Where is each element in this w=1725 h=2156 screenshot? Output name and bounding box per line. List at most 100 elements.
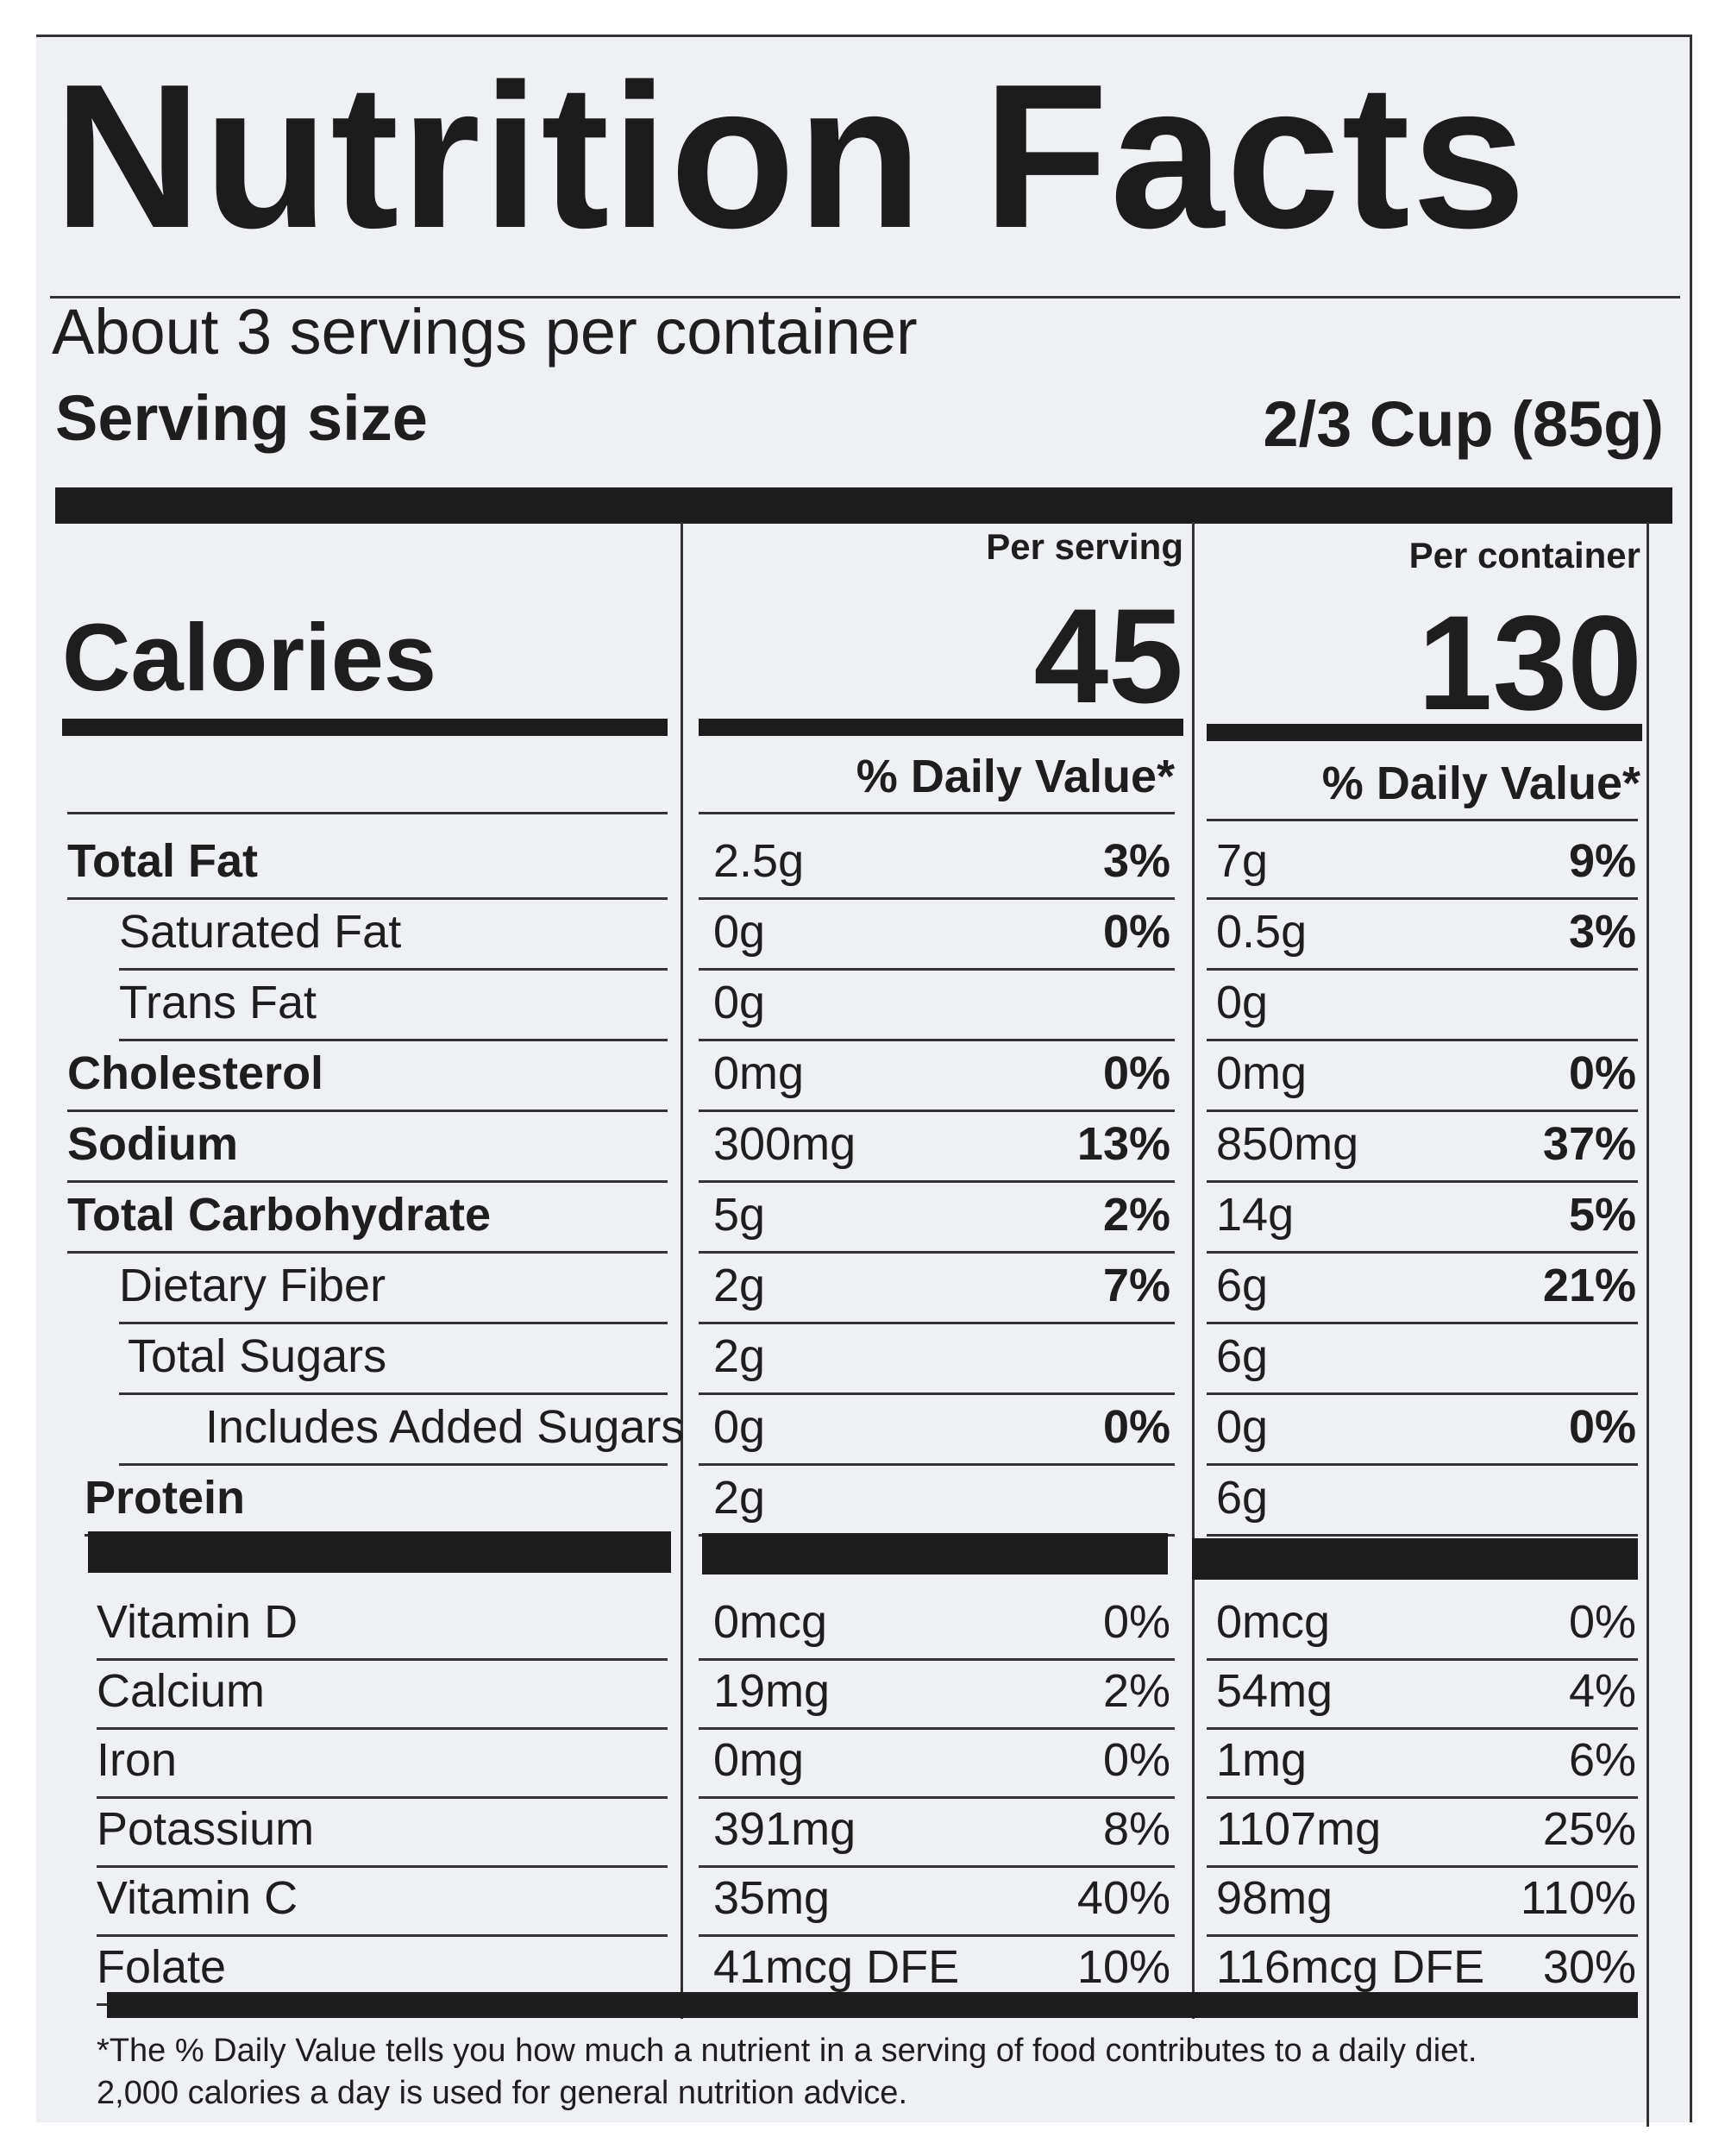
vitamin-row: Iron 0mg 0% 1mg 6% (36, 1726, 1658, 1799)
row-rule (1207, 968, 1638, 971)
nutrient-name: Cholesterol (67, 1047, 324, 1099)
nutrient-row: Total Fat 2.5g 3% 7g 9% (36, 827, 1658, 900)
container-daily-value: 0% (1568, 1401, 1636, 1453)
serving-daily-value: 0% (1102, 1047, 1170, 1099)
row-rule (1207, 1039, 1638, 1041)
row-rule (97, 1934, 668, 1937)
nutrient-row: Protein 2g 6g (36, 1464, 1658, 1537)
calories-bar-container (1207, 724, 1642, 741)
serving-amount: 19mg (713, 1665, 831, 1717)
container-amount: 0mg (1216, 1047, 1308, 1099)
serving-daily-value: 2% (1102, 1665, 1170, 1717)
nutrient-name: Dietary Fiber (119, 1260, 386, 1311)
nutrient-name: Total Carbohydrate (67, 1189, 492, 1241)
column-divider-serving (681, 522, 683, 2019)
nutrient-row: Cholesterol 0mg 0% 0mg 0% (36, 1040, 1658, 1112)
serving-amount: 0g (713, 1401, 766, 1453)
nutrient-name: Vitamin C (97, 1872, 298, 1924)
container-daily-value: 4% (1568, 1665, 1636, 1717)
serving-size-bar (55, 487, 1672, 524)
per-container-header: Per container (1408, 535, 1640, 575)
row-rule (699, 1796, 1175, 1799)
container-amount: 0mcg (1216, 1596, 1331, 1648)
row-rule (1207, 1934, 1638, 1937)
row-rule (97, 1658, 668, 1661)
row-rule (67, 1109, 668, 1112)
container-daily-value: 5% (1568, 1189, 1636, 1241)
row-rule (97, 1865, 668, 1868)
row-rule (1207, 1392, 1638, 1395)
row-rule (699, 1865, 1175, 1868)
serving-amount: 2.5g (713, 835, 805, 887)
container-daily-value: 21% (1542, 1260, 1636, 1311)
serving-amount: 0mcg (713, 1596, 828, 1648)
row-rule (1207, 897, 1638, 900)
vitamin-row: Calcium 19mg 2% 54mg 4% (36, 1657, 1658, 1730)
footnote: *The % Daily Value tells you how much a … (97, 2030, 1632, 2115)
nutrient-name: Calcium (97, 1665, 266, 1717)
container-amount: 14g (1216, 1189, 1295, 1241)
vitamin-bar-serving (702, 1533, 1168, 1575)
serving-daily-value: 0% (1102, 1734, 1170, 1786)
row-rule (699, 1934, 1175, 1937)
row-rule (1207, 1109, 1638, 1112)
nutrition-label: Nutrition Facts About 3 servings per con… (36, 35, 1692, 2127)
row-rule (699, 1392, 1175, 1395)
container-amount: 7g (1216, 835, 1269, 887)
column-divider-container (1192, 522, 1195, 2019)
serving-size-label: Serving size (55, 382, 428, 454)
serving-amount: 300mg (713, 1118, 856, 1170)
container-amount: 0g (1216, 977, 1269, 1028)
row-rule (119, 1463, 668, 1466)
row-rule (67, 1251, 668, 1254)
serving-daily-value: 0% (1102, 1596, 1170, 1648)
serving-amount: 2g (713, 1472, 766, 1524)
serving-daily-value: 8% (1102, 1803, 1170, 1855)
row-rule (699, 1109, 1175, 1112)
row-rule (699, 1180, 1175, 1183)
right-edge-line (1647, 522, 1649, 2127)
vitamin-row: Vitamin D 0mcg 0% 0mcg 0% (36, 1588, 1658, 1661)
dv-header-rule-serving (699, 812, 1175, 814)
container-daily-value: 6% (1568, 1734, 1636, 1786)
servings-per-container: About 3 servings per container (52, 296, 918, 368)
serving-amount: 2g (713, 1260, 766, 1311)
serving-daily-value: 13% (1076, 1118, 1170, 1170)
serving-amount: 0mg (713, 1047, 805, 1099)
container-amount: 850mg (1216, 1118, 1359, 1170)
container-amount: 0.5g (1216, 906, 1308, 958)
calories-label: Calories (62, 605, 437, 711)
container-amount: 116mcg DFE (1216, 1941, 1485, 1993)
container-daily-value: 9% (1568, 835, 1636, 887)
per-serving-header: Per serving (986, 526, 1183, 567)
row-rule (699, 1463, 1175, 1466)
row-rule (97, 1796, 668, 1799)
nutrient-row: Saturated Fat 0g 0% 0.5g 3% (36, 898, 1658, 971)
container-amount: 6g (1216, 1260, 1269, 1311)
row-rule (119, 1392, 668, 1395)
serving-amount: 391mg (713, 1803, 856, 1855)
row-rule (1207, 1865, 1638, 1868)
daily-value-header-container: % Daily Value* (1321, 757, 1640, 809)
serving-daily-value: 3% (1102, 835, 1170, 887)
container-amount: 1107mg (1216, 1803, 1382, 1855)
nutrient-name: Saturated Fat (119, 906, 402, 958)
row-rule (1207, 1180, 1638, 1183)
nutrient-row: Total Carbohydrate 5g 2% 14g 5% (36, 1181, 1658, 1254)
row-rule (699, 1251, 1175, 1254)
serving-daily-value: 40% (1076, 1872, 1170, 1924)
nutrient-name: Total Sugars (128, 1330, 387, 1382)
container-amount: 6g (1216, 1330, 1269, 1382)
serving-amount: 2g (713, 1330, 766, 1382)
row-rule (699, 897, 1175, 900)
row-rule (699, 1039, 1175, 1041)
vitamin-row: Potassium 391mg 8% 1107mg 25% (36, 1795, 1658, 1868)
container-daily-value: 0% (1568, 1047, 1636, 1099)
row-rule (699, 1727, 1175, 1730)
serving-amount: 41mcg DFE (713, 1941, 960, 1993)
vitamin-row: Vitamin C 35mg 40% 98mg 110% (36, 1864, 1658, 1937)
row-rule (119, 1039, 668, 1041)
row-rule (97, 1727, 668, 1730)
dv-header-rule-left (67, 812, 668, 814)
calories-per-container: 130 (1417, 588, 1642, 739)
